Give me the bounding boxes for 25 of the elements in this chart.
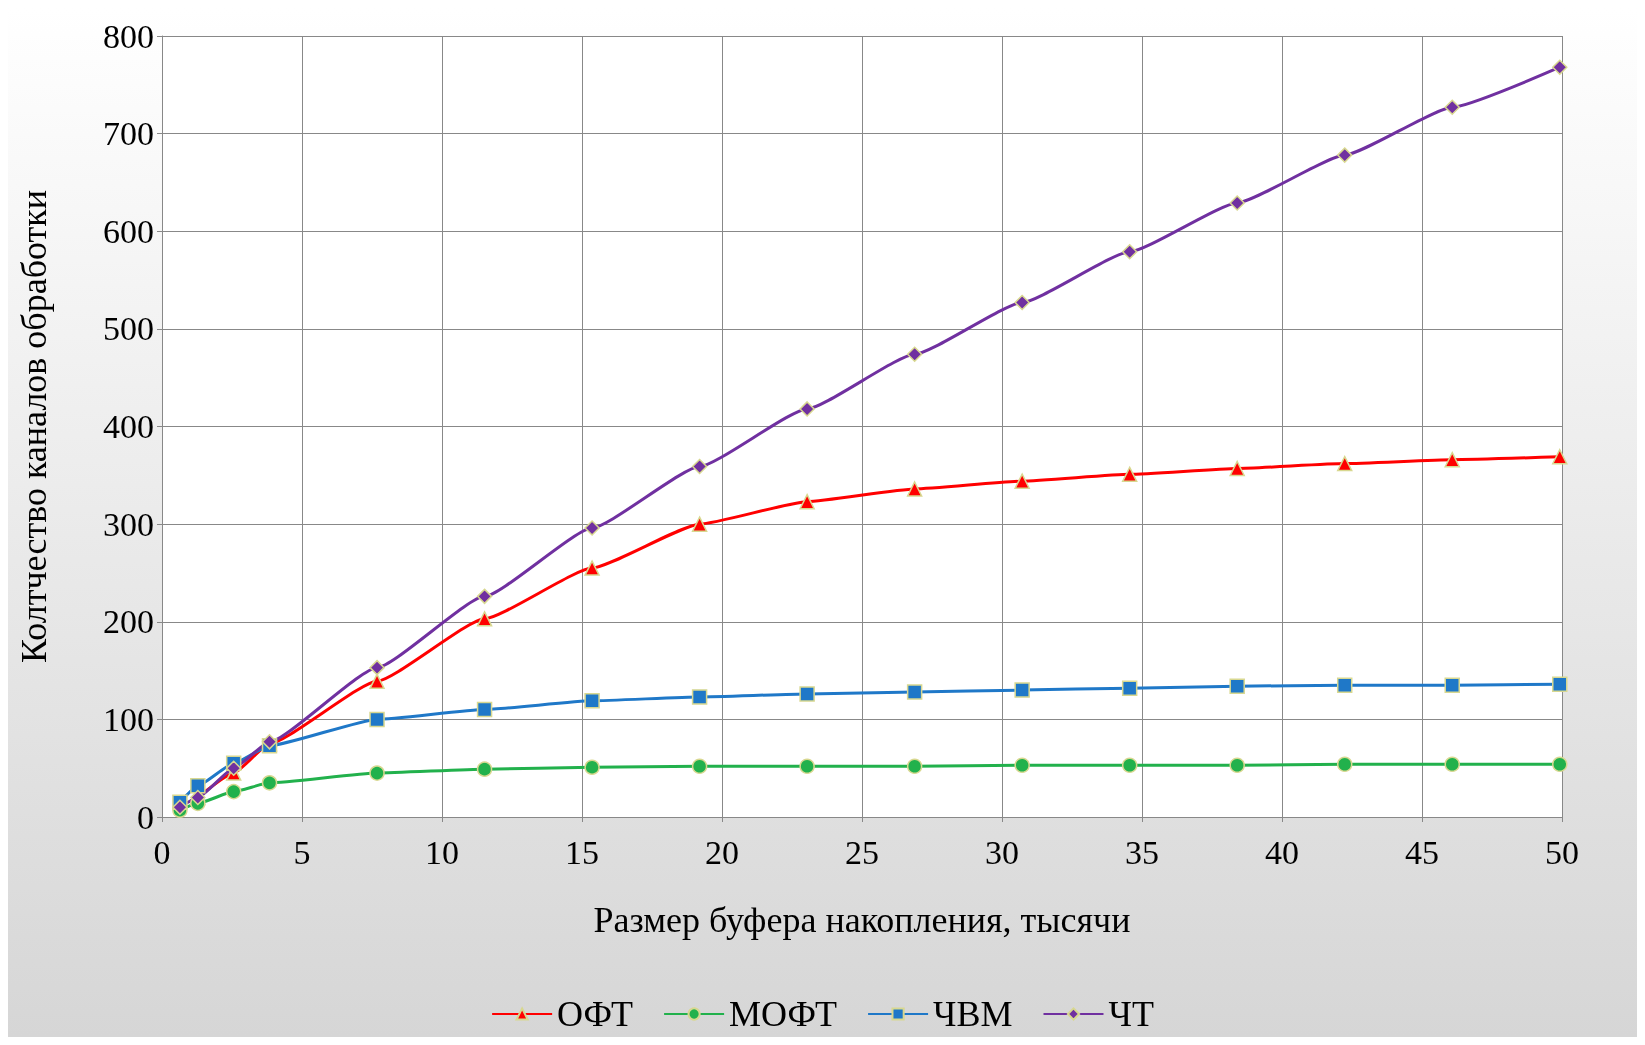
y-tick-label: 100 — [103, 700, 154, 738]
legend-label: ЧВМ — [933, 994, 1013, 1034]
x-tick-label: 20 — [705, 833, 739, 871]
y-tick-label: 500 — [103, 310, 154, 348]
x-tick-label: 35 — [1125, 833, 1159, 871]
y-tick-label: 0 — [137, 798, 154, 836]
x-tick-label: 15 — [565, 833, 599, 871]
x-axis-title: Размер буфера накопления, тысячи — [593, 900, 1131, 940]
y-tick-label: 400 — [103, 408, 154, 445]
x-tick-label: 10 — [425, 833, 459, 871]
y-tick-label: 700 — [103, 115, 154, 153]
y-axis-title: Колтчество каналов обработки — [14, 190, 54, 663]
legend-label: ЧТ — [1108, 994, 1154, 1034]
y-tick-label: 300 — [103, 505, 154, 543]
legend-label: МОФТ — [729, 994, 838, 1034]
x-tick-label: 45 — [1405, 833, 1439, 871]
y-tick-label: 600 — [103, 212, 154, 250]
x-tick-label: 5 — [293, 833, 311, 871]
x-tick-label: 40 — [1265, 833, 1299, 871]
y-tick-label: 800 — [103, 17, 154, 55]
y-tick-label: 200 — [103, 603, 154, 641]
x-tick-label: 50 — [1545, 833, 1579, 871]
x-tick-label: 30 — [985, 833, 1019, 871]
x-tick-label: 25 — [845, 833, 879, 871]
legend-label: ОФТ — [557, 994, 634, 1034]
